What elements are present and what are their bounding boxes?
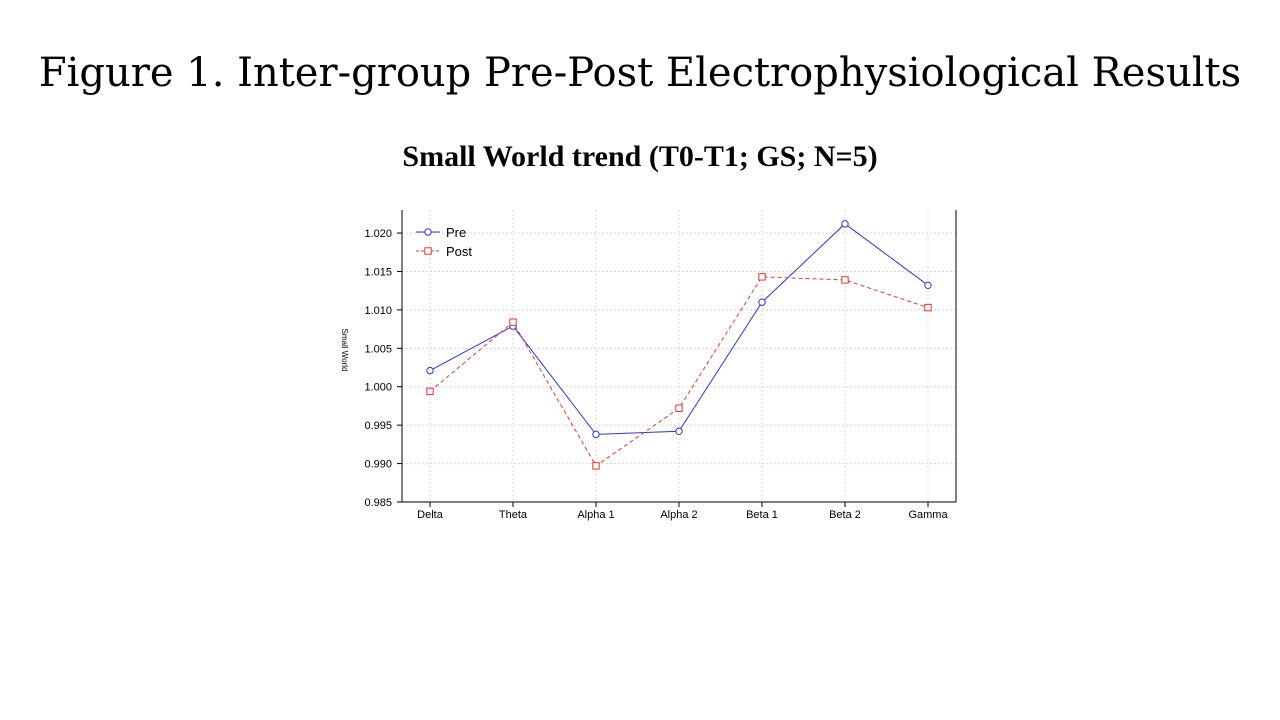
data-point-post (841, 276, 849, 284)
x-tick-label: Alpha 1 (577, 509, 614, 521)
legend-marker-pre (424, 228, 432, 236)
y-tick-label: 1.020 (364, 228, 392, 240)
data-point-pre (758, 298, 766, 306)
legend-label-pre: Pre (446, 225, 466, 240)
legend-marker-post (424, 247, 432, 255)
data-point-post (509, 318, 517, 326)
y-tick-label: 0.990 (364, 459, 392, 471)
y-tick-label: 0.995 (364, 420, 392, 432)
data-point-pre (675, 427, 683, 436)
data-point-post (758, 273, 766, 281)
grid-lines (402, 210, 956, 502)
slide-title: Figure 1. Inter-group Pre-Post Electroph… (38, 50, 1242, 96)
x-tick-label: Delta (417, 509, 444, 521)
chart-title: Small World trend (T0-T1; GS; N=5) (402, 140, 878, 173)
data-point-post (426, 387, 434, 396)
data-point-pre (592, 430, 600, 439)
y-axis-label: Small World (340, 329, 349, 372)
data-point-pre (841, 220, 849, 228)
x-tick-label: Theta (499, 509, 528, 521)
y-tick-label: 1.000 (364, 382, 392, 394)
x-tick-label: Beta 1 (746, 509, 778, 521)
x-tick-label: Beta 2 (829, 509, 861, 521)
legend-label-post: Post (446, 244, 472, 259)
y-tick-label: 1.015 (364, 266, 392, 278)
data-point-post (924, 303, 932, 312)
data-point-post (592, 462, 600, 470)
y-tick-label: 0.985 (364, 497, 392, 509)
y-tick-label: 1.005 (364, 343, 392, 355)
y-tick-label: 1.010 (364, 305, 392, 317)
x-tick-label: Gamma (908, 509, 948, 521)
data-point-pre (426, 366, 434, 375)
x-tick-label: Alpha 2 (660, 509, 697, 521)
data-point-pre (924, 281, 932, 290)
data-point-post (675, 404, 683, 412)
axes: 0.985 0.990 0.995 1.000 1.005 1.010 1.015 1.020… (340, 210, 957, 521)
series-markers (426, 220, 932, 470)
legend: Pre Post (416, 225, 472, 259)
